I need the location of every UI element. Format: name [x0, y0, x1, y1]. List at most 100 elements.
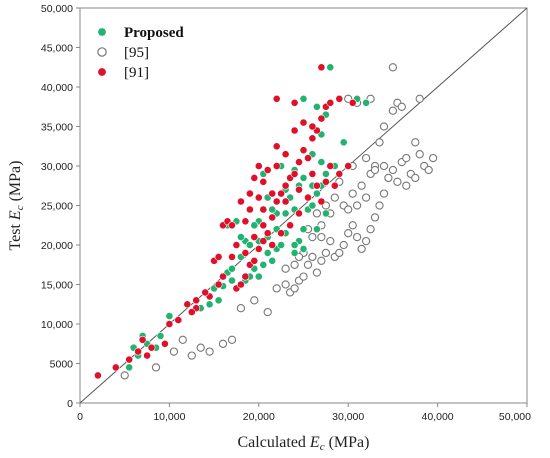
data-point: [348, 221, 357, 230]
data-point: [147, 343, 156, 352]
data-point: [312, 268, 322, 277]
data-point: [241, 217, 250, 226]
data-point: [143, 351, 151, 360]
data-point: [326, 162, 335, 170]
data-point: [259, 177, 268, 186]
data-point: [308, 232, 317, 242]
data-point: [326, 236, 335, 246]
series-proposed: [125, 63, 370, 372]
data-point: [134, 347, 142, 356]
data-points: [94, 63, 438, 380]
data-point: [272, 197, 281, 206]
y-tick-label: 5000: [50, 359, 74, 371]
data-point: [411, 138, 420, 147]
data-point: [299, 173, 308, 182]
y-tick-label: 50,000: [41, 3, 73, 15]
data-point: [321, 209, 330, 218]
data-point: [187, 351, 196, 360]
data-point: [259, 205, 268, 214]
data-point: [281, 280, 290, 289]
data-point: [250, 173, 259, 182]
data-point: [245, 205, 254, 214]
data-point: [138, 335, 147, 344]
data-point: [268, 189, 277, 198]
x-tick-label: 50,000: [499, 411, 531, 423]
data-point: [111, 363, 120, 372]
data-point: [344, 205, 353, 214]
data-point: [290, 248, 299, 257]
data-point: [160, 339, 169, 348]
data-point: [308, 134, 317, 143]
data-point: [299, 118, 308, 127]
y-tick-label: 0: [67, 398, 73, 410]
data-point: [321, 177, 330, 186]
data-point: [304, 154, 312, 162]
data-point: [308, 252, 317, 262]
data-point: [352, 201, 362, 210]
y-tick-label: 45,000: [41, 43, 73, 55]
series-95: [120, 63, 438, 380]
data-point: [299, 225, 308, 234]
data-point: [236, 304, 246, 313]
legend-marker: [97, 67, 107, 77]
data-point: [263, 307, 272, 317]
data-point: [362, 98, 370, 107]
data-point: [299, 94, 308, 103]
data-point: [348, 98, 357, 107]
data-point: [339, 240, 348, 250]
data-point: [187, 308, 196, 316]
data-point: [317, 158, 326, 166]
data-point: [268, 241, 277, 249]
data-point: [250, 296, 259, 305]
data-point: [375, 201, 384, 210]
legend: Proposed [95] [91]: [97, 25, 184, 81]
data-point: [295, 209, 303, 218]
data-point: [205, 347, 214, 356]
data-point: [335, 169, 344, 178]
data-point: [263, 166, 272, 174]
data-point: [254, 272, 263, 281]
y-tick-label: 10,000: [41, 319, 73, 331]
data-point: [228, 221, 236, 230]
data-point: [254, 193, 263, 202]
data-point: [227, 335, 237, 344]
data-point: [317, 114, 326, 123]
data-point: [428, 153, 438, 163]
data-point: [339, 138, 348, 147]
data-point: [165, 312, 174, 320]
data-point: [352, 232, 362, 242]
data-point: [169, 347, 179, 356]
data-point: [254, 162, 263, 170]
data-point: [317, 197, 326, 206]
data-point: [196, 343, 205, 352]
data-point: [232, 241, 241, 249]
data-point: [272, 94, 281, 103]
data-point: [236, 233, 245, 241]
data-point: [317, 63, 326, 72]
legend-label: [95]: [124, 45, 149, 61]
data-point: [214, 252, 223, 261]
data-point: [236, 197, 245, 206]
data-point: [370, 165, 380, 175]
data-point: [370, 213, 380, 222]
x-tick-label: 20,000: [243, 411, 275, 423]
data-point: [183, 300, 192, 309]
data-point: [375, 138, 384, 147]
data-point: [290, 241, 299, 249]
data-point: [379, 161, 389, 171]
data-point: [214, 296, 223, 305]
data-point: [303, 260, 313, 269]
data-point: [272, 142, 281, 151]
data-point: [388, 106, 398, 115]
data-point: [361, 153, 371, 163]
y-tick-label: 40,000: [41, 82, 73, 94]
data-point: [299, 272, 308, 281]
data-point: [317, 232, 326, 242]
data-point: [272, 284, 281, 293]
data-point: [250, 233, 259, 241]
data-point: [219, 272, 227, 281]
data-point: [192, 296, 201, 305]
data-point: [415, 94, 424, 103]
data-point: [281, 197, 290, 206]
